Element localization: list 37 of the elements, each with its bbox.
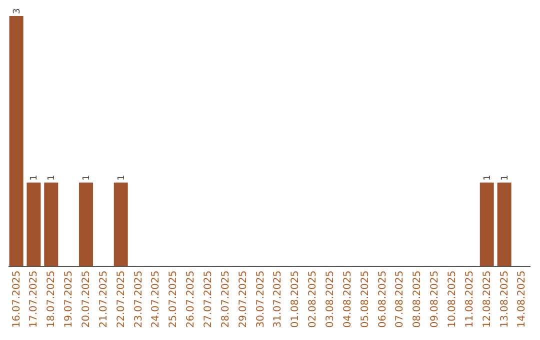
- data-label: 1: [47, 174, 58, 181]
- x-tick-label: 24.07.2025: [150, 270, 162, 328]
- x-tick-label: 06.08.2025: [377, 270, 388, 328]
- data-label: 3: [12, 8, 22, 14]
- x-tick-label: 28.07.2025: [220, 270, 232, 328]
- x-tick-label: 18.07.2025: [46, 270, 58, 328]
- x-tick-label: 22.07.2025: [116, 270, 127, 328]
- x-tick-label: 26.07.2025: [186, 270, 197, 328]
- x-tick-label: 08.08.2025: [412, 270, 424, 328]
- x-tick-label: 10.08.2025: [447, 270, 458, 328]
- data-label: 1: [82, 174, 92, 181]
- x-tick-label: 23.07.2025: [133, 270, 144, 328]
- x-tick-label: 20.07.2025: [80, 270, 92, 328]
- data-label: 1: [500, 174, 510, 181]
- x-tick-label: 02.08.2025: [308, 270, 319, 328]
- x-tick-label: 30.07.2025: [255, 270, 266, 328]
- x-tick-label: 07.08.2025: [394, 270, 406, 328]
- x-tick-label: 11.08.2025: [464, 270, 476, 328]
- x-tick-label: 04.08.2025: [342, 270, 354, 328]
- x-tick-label: 19.07.2025: [64, 270, 75, 328]
- x-tick-label: 09.08.2025: [430, 270, 441, 328]
- data-label: 1: [116, 174, 127, 181]
- x-tick-label: 03.08.2025: [325, 270, 336, 328]
- x-tick-label: 13.08.2025: [499, 270, 510, 328]
- x-tick-label: 12.08.2025: [482, 270, 493, 328]
- data-label: 1: [482, 174, 493, 181]
- x-tick-label: 31.07.2025: [272, 270, 284, 328]
- x-tick-label: 16.07.2025: [11, 270, 22, 328]
- x-tick-label: 29.07.2025: [238, 270, 249, 328]
- x-tick-label: 14.08.2025: [516, 270, 528, 328]
- data-label: 1: [30, 174, 40, 181]
- x-tick-label: 25.07.2025: [168, 270, 180, 328]
- x-tick-label: 21.07.2025: [98, 270, 110, 328]
- x-tick-label: 05.08.2025: [360, 270, 371, 328]
- x-tick-label: 01.08.2025: [290, 270, 302, 328]
- x-tick-label: 17.07.2025: [28, 270, 40, 328]
- x-tick-label: 27.07.2025: [203, 270, 214, 328]
